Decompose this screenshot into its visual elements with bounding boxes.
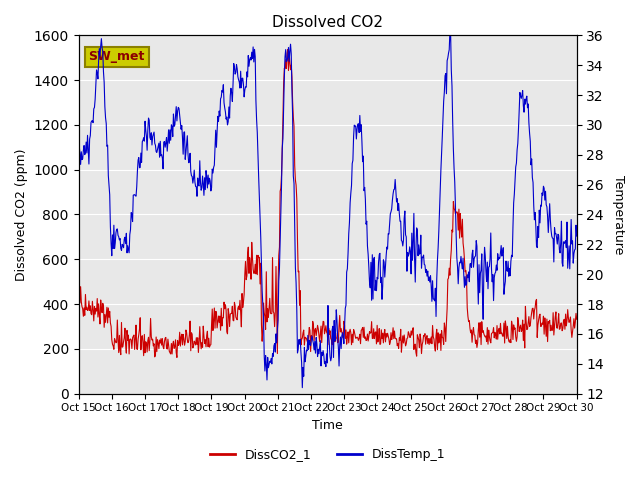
DissCO2_1 [212,309,220,315]
DissCO2_1 [135,332,143,337]
DissTemp_1 [135,155,143,160]
DissTemp_1 [298,385,306,391]
Line: DissCO2_1: DissCO2_1 [79,49,577,358]
DissCO2_1 [75,294,83,300]
DissTemp_1 [447,29,454,35]
DissTemp_1 [403,268,411,274]
DissCO2_1 [186,318,194,324]
X-axis label: Time: Time [312,419,343,432]
DissTemp_1 [75,147,83,153]
Y-axis label: Temperature: Temperature [612,175,625,254]
Y-axis label: Dissolved CO2 (ppm): Dissolved CO2 (ppm) [15,148,28,281]
DissCO2_1 [389,325,397,331]
DissTemp_1 [573,233,580,239]
DissCO2_1 [404,335,412,341]
Legend: DissCO2_1, DissTemp_1: DissCO2_1, DissTemp_1 [205,443,451,466]
DissCO2_1 [284,47,292,52]
DissCO2_1 [173,355,180,360]
Title: Dissolved CO2: Dissolved CO2 [272,15,383,30]
DissCO2_1 [573,316,580,322]
Line: DissTemp_1: DissTemp_1 [79,32,577,388]
DissTemp_1 [84,132,92,138]
DissCO2_1 [84,308,92,313]
DissTemp_1 [388,197,396,203]
DissTemp_1 [186,159,193,165]
DissTemp_1 [212,127,220,133]
Text: SW_met: SW_met [88,50,145,63]
